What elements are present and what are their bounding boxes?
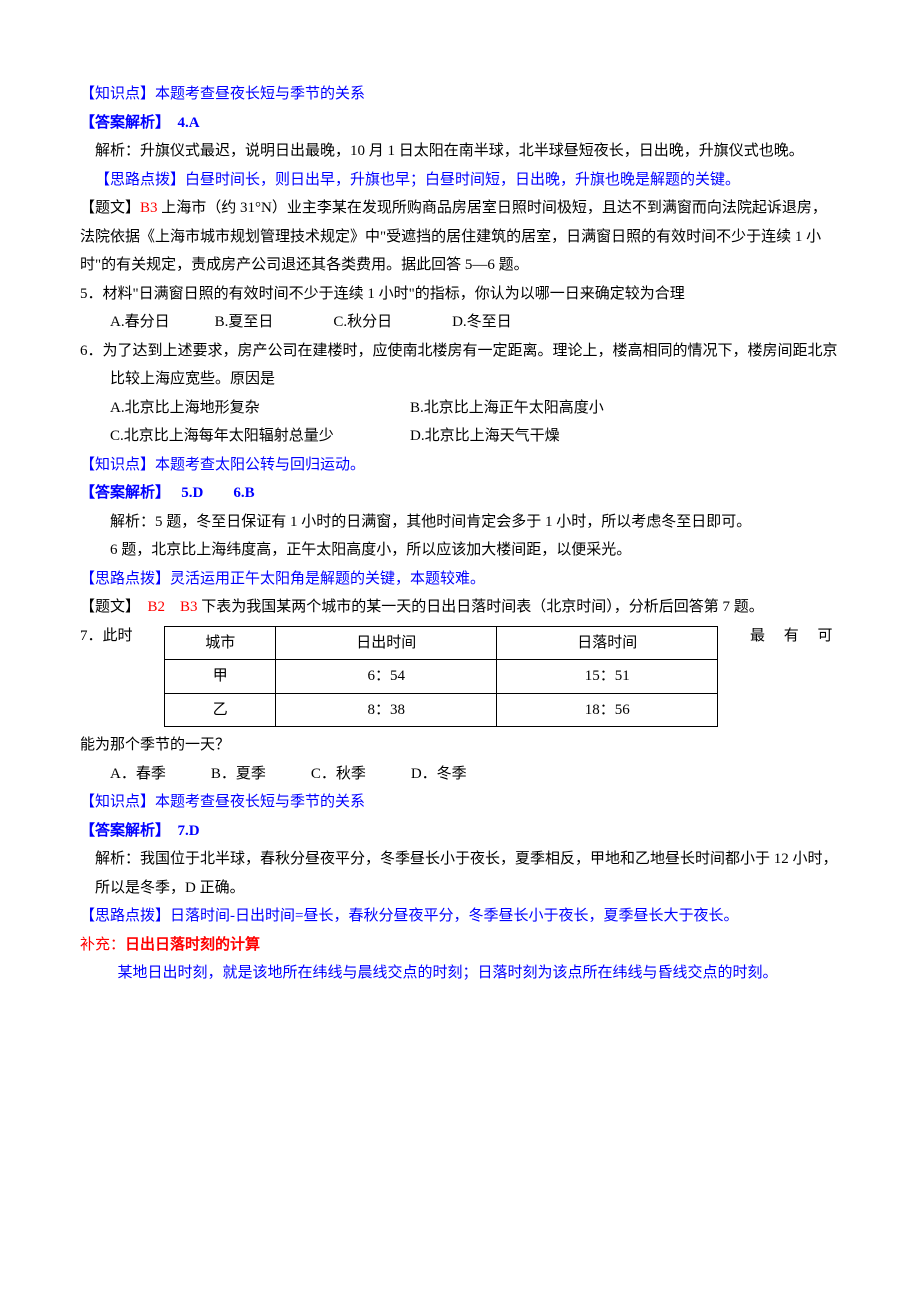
supplement-heading: 日出日落时刻的计算: [125, 937, 260, 953]
col-sunset: 日落时间: [497, 626, 718, 660]
q6-opt-b: B.北京比上海正午太阳高度小: [410, 400, 604, 416]
analysis-7: 解析：我国位于北半球，春秋分昼夜平分，冬季昼长小于夜长，夏季相反，甲地和乙地昼长…: [80, 845, 840, 902]
tag-b2-b3: B2 B3: [148, 599, 202, 615]
stem-5-6: 【题文】B3 上海市（约 31°N）业主李某在发现所购商品房居室日照时间极短，且…: [80, 194, 840, 280]
question-5-options: A.春分日 B.夏至日 C.秋分日 D.冬至日: [80, 308, 840, 337]
table-row: 甲 6：54 15：51: [165, 660, 718, 694]
cell-set-1: 18：56: [497, 693, 718, 727]
cell-city-1: 乙: [165, 693, 276, 727]
answer-label-4: 【答案解析】 4.A: [80, 109, 840, 138]
supplement-title: 补充：日出日落时刻的计算: [80, 931, 840, 960]
stem-7-body: 下表为我国某两个城市的某一天的日出日落时间表（北京时间），分析后回答第 7 题。: [201, 599, 764, 615]
question-6: 6．为了达到上述要求，房产公司在建楼时，应使南北楼房有一定距离。理论上，楼高相同…: [80, 337, 840, 394]
analysis-4-label: 解析：: [95, 143, 140, 159]
q6-opt-c: C.北京比上海每年太阳辐射总量少: [110, 422, 410, 451]
question-7-left: 7．此时: [80, 622, 133, 732]
hint-5-6: 【思路点拨】灵活运用正午太阳角是解题的关键，本题较难。: [80, 565, 840, 594]
q6-opt-d: D.北京比上海天气干燥: [410, 428, 560, 444]
cell-set-0: 15：51: [497, 660, 718, 694]
cell-city-0: 甲: [165, 660, 276, 694]
cell-rise-1: 8：38: [276, 693, 497, 727]
q6-opt-a: A.北京比上海地形复杂: [110, 394, 410, 423]
question-7-options: A．春季 B．夏季 C．秋季 D．冬季: [80, 760, 840, 789]
col-city: 城市: [165, 626, 276, 660]
cell-rise-0: 6：54: [276, 660, 497, 694]
question-6-options-row2: C.北京比上海每年太阳辐射总量少D.北京比上海天气干燥: [80, 422, 840, 451]
question-7-right: 最 有 可: [750, 622, 840, 732]
knowledge-point-3: 【知识点】本题考查昼夜长短与季节的关系: [80, 788, 840, 817]
tag-b3: B3: [140, 200, 161, 216]
col-sunrise: 日出时间: [276, 626, 497, 660]
analysis-4: 解析：升旗仪式最迟，说明日出最晚，10 月 1 日太阳在南半球，北半球昼短夜长，…: [80, 137, 840, 166]
sunrise-sunset-table: 城市 日出时间 日落时间 甲 6：54 15：51 乙 8：38 18：56: [164, 626, 718, 728]
question-6-options-row1: A.北京比上海地形复杂B.北京比上海正午太阳高度小: [80, 394, 840, 423]
question-7-row: 7．此时 城市 日出时间 日落时间 甲 6：54 15：51 乙 8：38 18…: [80, 622, 840, 732]
knowledge-point-1: 【知识点】本题考查昼夜长短与季节的关系: [80, 80, 840, 109]
answer-label-5-6: 【答案解析】 5.D 6.B: [80, 479, 840, 508]
knowledge-point-2: 【知识点】本题考查太阳公转与回归运动。: [80, 451, 840, 480]
tiwen-label-3: 【题文】: [80, 599, 148, 615]
table-row: 乙 8：38 18：56: [165, 693, 718, 727]
stem-5-6-body: 上海市（约 31°N）业主李某在发现所购商品房居室日照时间极短，且达不到满窗而向…: [80, 200, 827, 273]
analysis-6: 6 题，北京比上海纬度高，正午太阳高度小，所以应该加大楼间距，以便采光。: [80, 536, 840, 565]
question-7-line2: 能为那个季节的一天？: [80, 731, 840, 760]
supplement-body: 某地日出时刻，就是该地所在纬线与晨线交点的时刻；日落时刻为该点所在纬线与昏线交点…: [80, 959, 840, 988]
sunrise-sunset-table-wrap: 城市 日出时间 日落时间 甲 6：54 15：51 乙 8：38 18：56: [164, 622, 718, 732]
hint-7: 【思路点拨】日落时间-日出时间=昼长，春秋分昼夜平分，冬季昼长小于夜长，夏季昼长…: [80, 902, 840, 931]
question-5: 5．材料"日满窗日照的有效时间不少于连续 1 小时"的指标，你认为以哪一日来确定…: [80, 280, 840, 309]
table-header-row: 城市 日出时间 日落时间: [165, 626, 718, 660]
supplement-label: 补充：: [80, 937, 125, 953]
analysis-4-body: 升旗仪式最迟，说明日出最晚，10 月 1 日太阳在南半球，北半球昼短夜长，日出晚…: [140, 143, 804, 159]
tiwen-label-2: 【题文】: [80, 200, 140, 216]
hint-4: 【思路点拨】白昼时间长，则日出早，升旗也早；白昼时间短，日出晚，升旗也晚是解题的…: [80, 166, 840, 195]
answer-label-7: 【答案解析】 7.D: [80, 817, 840, 846]
analysis-5: 解析：5 题，冬至日保证有 1 小时的日满窗，其他时间肯定会多于 1 小时，所以…: [80, 508, 840, 537]
stem-7: 【题文】 B2 B3 下表为我国某两个城市的某一天的日出日落时间表（北京时间），…: [80, 593, 840, 622]
